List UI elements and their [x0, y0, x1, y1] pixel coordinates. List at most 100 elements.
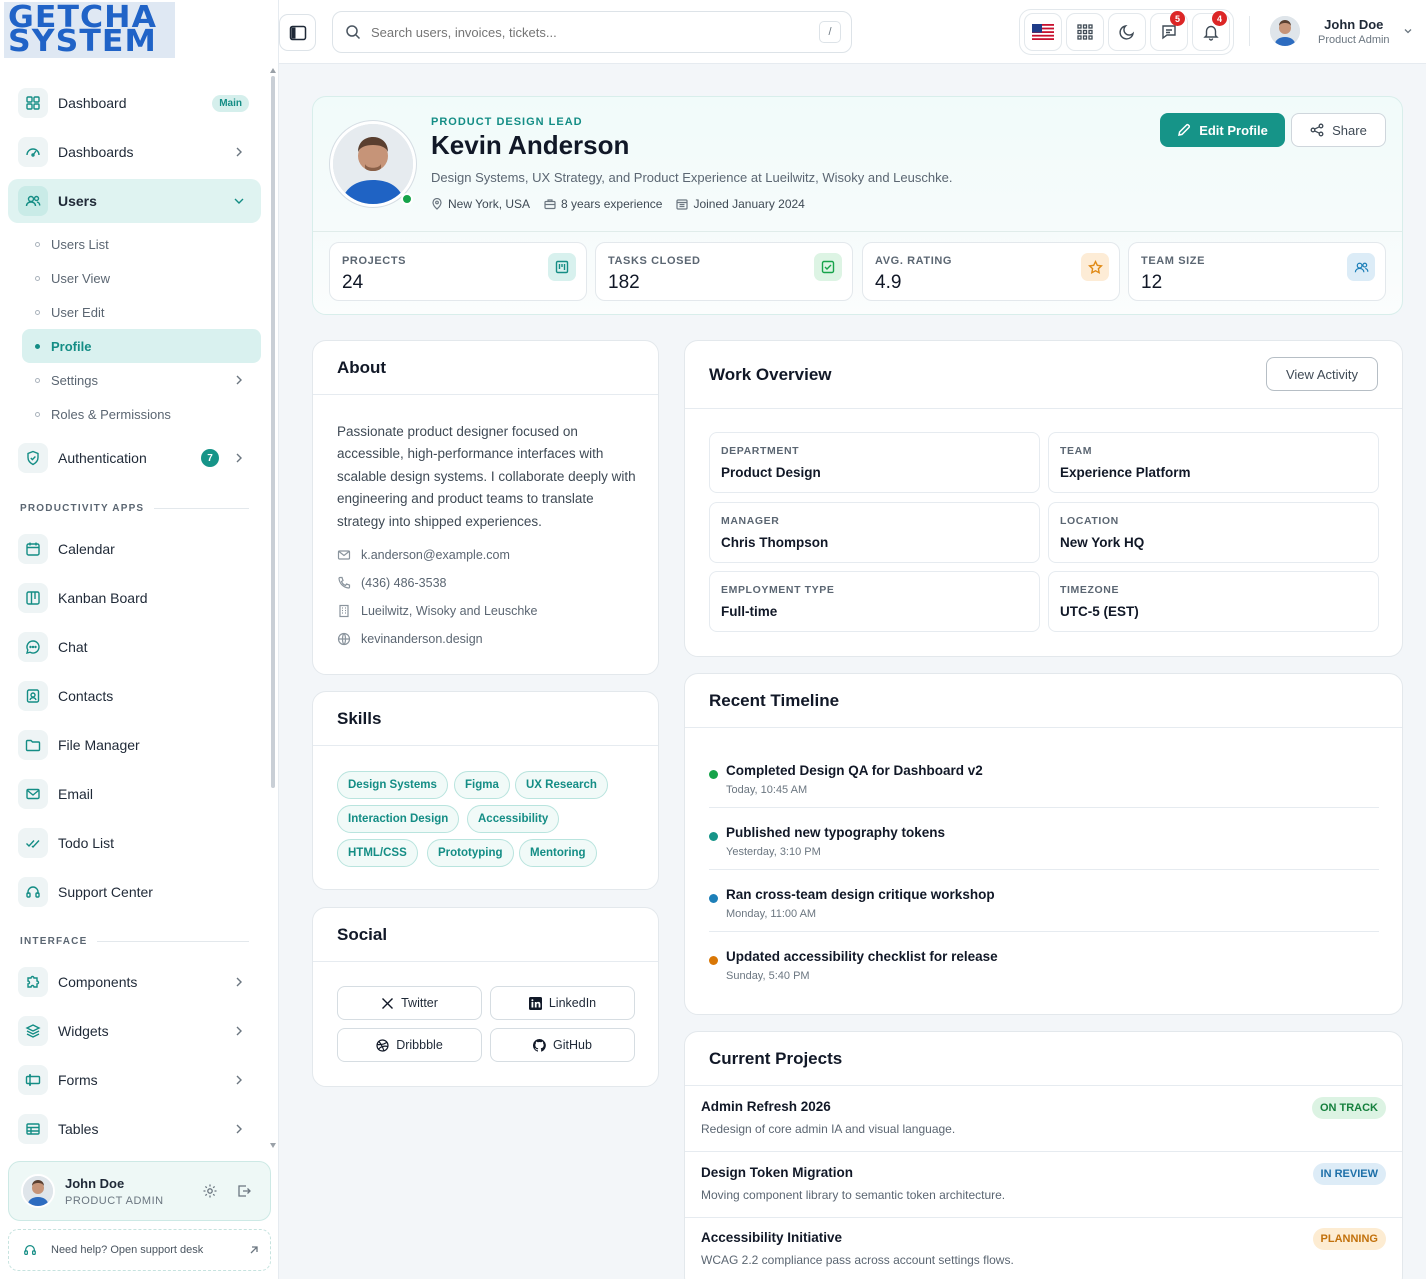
- scroll-up-arrow[interactable]: [270, 68, 276, 73]
- linkedin-button[interactable]: LinkedIn: [490, 986, 635, 1020]
- edit-profile-button[interactable]: Edit Profile: [1160, 113, 1285, 147]
- sidebar-item-label: Dashboard: [58, 95, 127, 111]
- sidebar-item-dashboard[interactable]: Dashboard Main: [8, 81, 261, 125]
- sidebar-subitem-profile[interactable]: Profile: [22, 329, 261, 363]
- sidebar-item-chat[interactable]: Chat: [8, 625, 261, 669]
- timeline-dot: [709, 956, 718, 965]
- brand-logo[interactable]: GETCHA SYSTEM: [4, 2, 175, 58]
- profile-joined-text: Joined January 2024: [693, 197, 805, 211]
- sidebar-item-file-manager[interactable]: File Manager: [8, 723, 261, 767]
- section-title-label: PRODUCTIVITY APPS: [20, 503, 145, 514]
- headset-icon: [18, 877, 48, 907]
- contact-website-text: kevinanderson.design: [361, 632, 483, 646]
- timeline-divider: [709, 869, 1379, 870]
- view-activity-button[interactable]: View Activity: [1266, 357, 1378, 391]
- field-value: Product Design: [721, 465, 821, 480]
- support-desk-link[interactable]: Need help? Open support desk: [8, 1229, 271, 1271]
- github-button[interactable]: GitHub: [490, 1028, 635, 1062]
- sidebar-subitem-user-edit[interactable]: User Edit: [22, 295, 261, 329]
- sidebar-subitem-settings[interactable]: Settings: [22, 363, 261, 397]
- form-icon: [18, 1065, 48, 1095]
- scrollbar-thumb[interactable]: [271, 76, 275, 788]
- sidebar-item-dashboards[interactable]: Dashboards: [8, 130, 261, 174]
- share-icon: [1310, 123, 1324, 137]
- chevron-right-icon: [236, 147, 242, 157]
- topbar-user-role: Product Admin: [1318, 33, 1390, 46]
- topbar-user-menu[interactable]: John Doe Product Admin: [1268, 14, 1414, 48]
- project-description: WCAG 2.2 compliance pass across account …: [701, 1253, 1014, 1267]
- star-icon: [1081, 253, 1109, 281]
- timeline-item-time: Monday, 11:00 AM: [726, 908, 817, 920]
- sidebar-scrollbar[interactable]: [270, 68, 276, 1148]
- sidebar: GETCHA SYSTEM Dashboard Main Dashboards …: [0, 0, 279, 1279]
- profile-experience-text: 8 years experience: [561, 197, 663, 211]
- logout-icon[interactable]: [236, 1183, 252, 1199]
- project-description: Redesign of core admin IA and visual lan…: [701, 1122, 956, 1136]
- sidebar-item-widgets[interactable]: Widgets: [8, 1009, 261, 1053]
- sidebar-item-email[interactable]: Email: [8, 772, 261, 816]
- sidebar-item-tables[interactable]: Tables: [8, 1107, 261, 1151]
- timeline-item: Published new typography tokens Yesterda…: [709, 808, 1379, 870]
- github-icon: [533, 1038, 546, 1052]
- project-row[interactable]: Accessibility Initiative WCAG 2.2 compli…: [685, 1218, 1402, 1279]
- apps-button[interactable]: [1066, 13, 1104, 51]
- sidebar-item-contacts[interactable]: Contacts: [8, 674, 261, 718]
- sidebar-item-kanban[interactable]: Kanban Board: [8, 576, 261, 620]
- project-row[interactable]: Design Token Migration Moving component …: [685, 1153, 1402, 1218]
- sidebar-subitem-roles[interactable]: Roles & Permissions: [22, 397, 261, 431]
- profile-name: Kevin Anderson: [431, 130, 630, 160]
- field-value: Chris Thompson: [721, 535, 829, 550]
- project-row[interactable]: Admin Refresh 2026 Redesign of core admi…: [685, 1087, 1402, 1152]
- share-button[interactable]: Share: [1291, 113, 1386, 147]
- stat-label: TASKS CLOSED: [608, 255, 701, 267]
- sidebar-item-label: Calendar: [58, 541, 115, 557]
- scroll-down-arrow[interactable]: [270, 1143, 276, 1148]
- sidebar-subitem-user-view[interactable]: User View: [22, 261, 261, 295]
- project-title: Design Token Migration: [701, 1165, 854, 1180]
- contact-website[interactable]: kevinanderson.design: [337, 632, 483, 646]
- dribbble-button[interactable]: Dribbble: [337, 1028, 482, 1062]
- sidebar-item-users[interactable]: Users: [8, 179, 261, 223]
- sidebar-toggle-button[interactable]: [279, 14, 316, 51]
- search-bar[interactable]: /: [332, 11, 852, 53]
- sidebar-item-calendar[interactable]: Calendar: [8, 527, 261, 571]
- sidebar-item-label: Kanban Board: [58, 590, 148, 606]
- sidebar-item-label: File Manager: [58, 737, 140, 753]
- twitter-button[interactable]: Twitter: [337, 986, 482, 1020]
- sidebar-item-forms[interactable]: Forms: [8, 1058, 261, 1102]
- contact-phone[interactable]: (436) 486-3538: [337, 576, 446, 590]
- sidebar-item-todo[interactable]: Todo List: [8, 821, 261, 865]
- dribbble-icon: [376, 1038, 389, 1052]
- theme-toggle-button[interactable]: [1108, 13, 1146, 51]
- gear-icon[interactable]: [202, 1183, 218, 1199]
- contacts-icon: [18, 681, 48, 711]
- stat-value: 24: [342, 272, 364, 293]
- check-square-icon: [814, 253, 842, 281]
- work-field-department: DEPARTMENT Product Design: [709, 432, 1040, 493]
- timeline-item: Ran cross-team design critique workshop …: [709, 870, 1379, 932]
- contact-email[interactable]: k.anderson@example.com: [337, 548, 510, 562]
- search-input[interactable]: [371, 24, 819, 40]
- notifications-button[interactable]: 4: [1192, 11, 1230, 51]
- chevron-right-icon: [236, 375, 242, 385]
- sidebar-item-authentication[interactable]: Authentication 7: [8, 436, 261, 480]
- language-button[interactable]: [1024, 13, 1062, 51]
- stat-value: 4.9: [875, 272, 902, 293]
- messages-count-badge: 5: [1170, 11, 1185, 26]
- messages-button[interactable]: 5: [1150, 11, 1188, 51]
- sidebar-item-support[interactable]: Support Center: [8, 870, 261, 914]
- skills-title: Skills: [313, 692, 658, 746]
- puzzle-icon: [18, 967, 48, 997]
- sidebar-item-components[interactable]: Components: [8, 960, 261, 1004]
- chevron-right-icon: [236, 1075, 242, 1085]
- bell-icon: [1203, 25, 1219, 41]
- project-description: Moving component library to semantic tok…: [701, 1188, 1006, 1202]
- moon-icon: [1119, 24, 1135, 40]
- topbar-actions: 5 4: [1019, 9, 1234, 55]
- work-field-manager: MANAGER Chris Thompson: [709, 502, 1040, 563]
- sidebar-subitem-users-list[interactable]: Users List: [22, 227, 261, 261]
- timeline-title: Recent Timeline: [685, 674, 1402, 728]
- user-card-name: John Doe: [65, 1175, 125, 1191]
- avatar[interactable]: [21, 1174, 55, 1208]
- recent-timeline-card: Recent Timeline Completed Design QA for …: [684, 673, 1403, 1015]
